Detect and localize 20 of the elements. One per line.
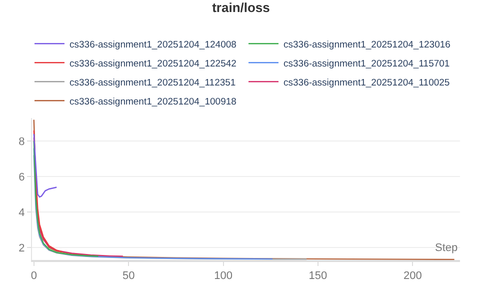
- y-tick-label: 6: [18, 171, 25, 184]
- x-tick-label: 100: [214, 270, 232, 282]
- x-tick-label: 200: [403, 270, 422, 282]
- x-tick-label: 50: [122, 270, 135, 282]
- line-series: [33, 140, 99, 257]
- y-tick-label: 4: [18, 206, 25, 219]
- line-series: [33, 133, 58, 198]
- legend-label: cs336-assignment1_20251204_124008: [70, 39, 236, 50]
- x-tick-label: 0: [30, 270, 37, 282]
- legend-label: cs336-assignment1_20251204_115701: [284, 58, 450, 70]
- x-axis-title: Step: [435, 242, 458, 254]
- legend-label: cs336-assignment1_20251204_122542: [70, 58, 236, 70]
- legend-label: cs336-assignment1_20251204_123016: [284, 39, 450, 50]
- chart-title: train/loss: [212, 0, 270, 16]
- legend-label: cs336-assignment1_20251204_100918: [70, 96, 236, 108]
- y-tick-label: 8: [18, 136, 25, 148]
- x-tick-label: 150: [308, 270, 328, 282]
- y-tick-label: 2: [18, 242, 25, 254]
- legend-label: cs336-assignment1_20251204_110025: [284, 77, 450, 88]
- legend-label: cs336-assignment1_20251204_112351: [70, 77, 236, 88]
